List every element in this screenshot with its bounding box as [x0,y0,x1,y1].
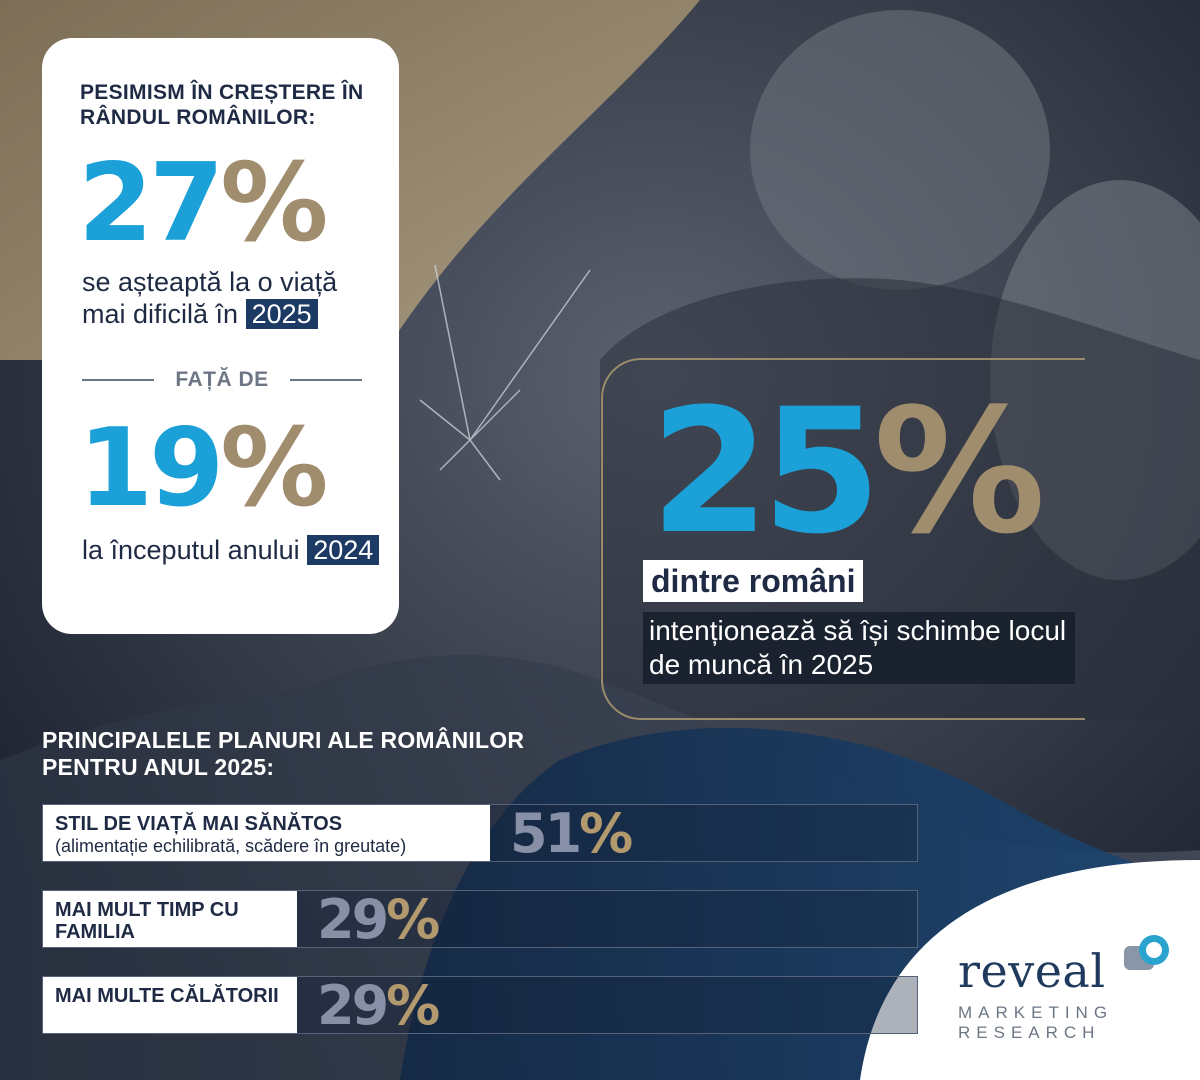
plan-category-note-0: (alimentație echilibrată, scădere în gre… [55,836,407,856]
plan-label-0: STIL DE VIAȚĂ MAI SĂNĂTOS (alimentație ec… [43,805,490,861]
stat-2025-percentage: 27% [78,150,329,258]
stat-2025-value: 27 [78,141,224,266]
plan-category-1: MAI MULT TIMP CU FAMILIA [55,899,239,943]
job-change-percent-sign: % [873,371,1045,572]
stat-2024-percentage: 19% [78,415,329,523]
logo-subline-1: MARKETING [958,1003,1114,1022]
plans-chart-title: PRINCIPALELE PLANURI ALE ROMÂNILOR PENTR… [42,727,525,780]
stat-2024-description: la începutul anului 2024 [82,534,382,566]
plan-bar-0: STIL DE VIAȚĂ MAI SĂNĂTOS (alimentație ec… [42,804,918,862]
plan-category-2: MAI MULTE CĂLĂTORII [55,985,279,1007]
plan-value-label-1: 29% [317,893,440,947]
plan-value-label-0: 51% [510,807,633,861]
plan-label-2: MAI MULTE CĂLĂTORII [43,977,297,1033]
divider-text: FAȚĂ DE [175,368,269,391]
stat-2025-description: se așteaptă la o viață mai dificilă în 2… [82,266,382,330]
plan-value-2: 29 [317,974,389,1037]
plan-value-0: 51 [510,802,582,865]
divider-line-left [82,379,154,381]
plan-value-1: 29 [317,888,389,951]
stat-2024-year-badge: 2024 [307,535,380,565]
plan-label-1: MAI MULT TIMP CU FAMILIA [43,891,297,947]
stat-2025-text: se așteaptă la o viață mai dificilă în [82,267,338,329]
plan-bar-1: MAI MULT TIMP CU FAMILIA 29% [42,890,918,948]
pessimism-headline: PESIMISM ÎN CREȘTERE ÎN RÂNDUL ROMÂNILOR… [80,81,364,129]
job-change-subtitle: dintre români [643,560,864,602]
stat-2024-value: 19 [78,406,224,531]
comparison-divider: FAȚĂ DE [82,366,362,394]
plan-value-label-2: 29% [317,979,440,1033]
plan-bar-2: MAI MULTE CĂLĂTORII 29% [42,976,918,1034]
stat-2024-percent-sign: % [220,406,328,531]
plan-value-unit-2: % [386,974,440,1037]
stat-2025-year-badge: 2025 [245,299,318,329]
logo-speech-bubble-icon [1124,935,1169,970]
job-change-description: intenționează să își schimbe locul de mu… [643,612,1075,684]
job-change-value: 25 [650,371,881,572]
divider-line-right [290,379,362,381]
stat-2024-text: la începutul anului [82,535,300,565]
reveal-logo: reveal MARKETING RESEARCH [958,935,1169,1048]
logo-subline-2: RESEARCH [958,1023,1101,1042]
logo-wordmark: reveal [958,944,1106,998]
plan-value-unit-0: % [579,802,633,865]
plan-category-0: STIL DE VIAȚĂ MAI SĂNĂTOS [55,813,343,835]
job-change-frame [601,358,1085,720]
pessimism-card [42,38,399,634]
job-change-percentage: 25% [650,386,1046,558]
stat-2025-percent-sign: % [220,141,328,266]
plan-value-unit-1: % [386,888,440,951]
